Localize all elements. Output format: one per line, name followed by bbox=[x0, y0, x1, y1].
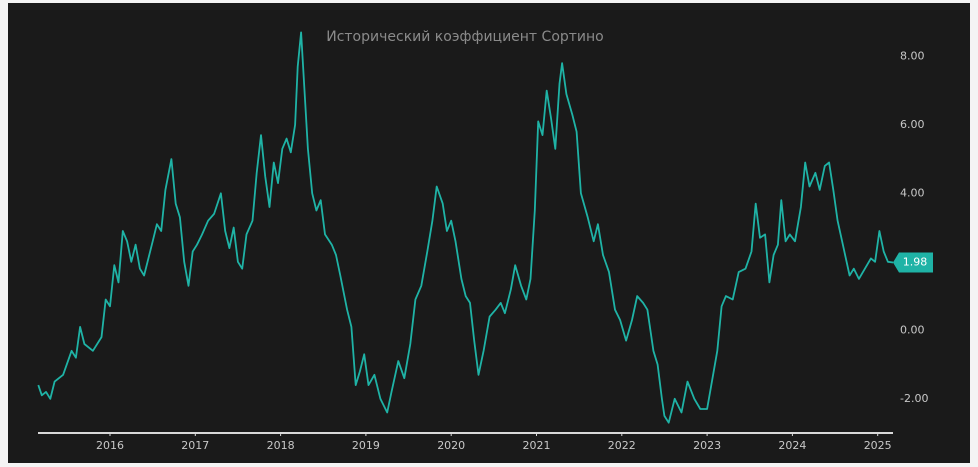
y-tick-label: -2.00 bbox=[900, 392, 928, 405]
x-tick-label: 2016 bbox=[96, 439, 124, 452]
x-tick-label: 2020 bbox=[437, 439, 465, 452]
y-tick-label: 4.00 bbox=[900, 186, 925, 199]
y-tick-label: 8.00 bbox=[900, 49, 925, 62]
x-tick-label: 2025 bbox=[864, 439, 892, 452]
x-tick-label: 2019 bbox=[352, 439, 380, 452]
chart-background bbox=[8, 3, 970, 463]
chart-title: Исторический коэффициент Сортино bbox=[326, 29, 604, 45]
x-tick-label: 2022 bbox=[608, 439, 636, 452]
current-value-label: 1.98 bbox=[903, 255, 928, 268]
x-tick-label: 2021 bbox=[523, 439, 551, 452]
x-tick-label: 2023 bbox=[693, 439, 721, 452]
current-value-badge bbox=[893, 252, 933, 273]
x-tick-label: 2018 bbox=[267, 439, 295, 452]
y-tick-label: 6.00 bbox=[900, 118, 925, 131]
data-line bbox=[37, 31, 894, 424]
x-tick-label: 2017 bbox=[181, 439, 209, 452]
y-tick-label: 0.00 bbox=[900, 323, 925, 336]
x-tick-label: 2024 bbox=[778, 439, 806, 452]
